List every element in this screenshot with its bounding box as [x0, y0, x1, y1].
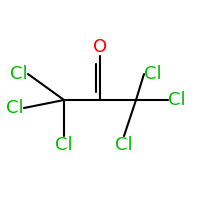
Text: Cl: Cl: [144, 65, 162, 83]
Text: Cl: Cl: [168, 91, 186, 109]
Text: Cl: Cl: [10, 65, 28, 83]
Text: Cl: Cl: [115, 136, 133, 154]
Text: Cl: Cl: [55, 136, 73, 154]
Text: Cl: Cl: [6, 99, 24, 117]
Text: O: O: [93, 38, 107, 56]
